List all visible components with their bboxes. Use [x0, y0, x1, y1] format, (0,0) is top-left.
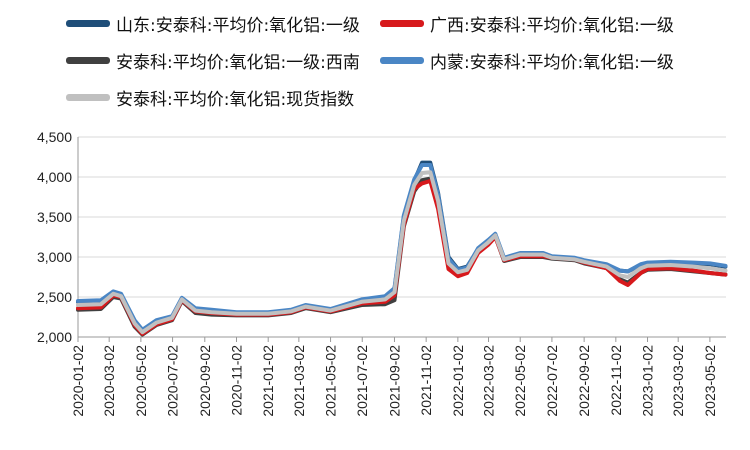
y-tick-label: 3,500: [37, 209, 72, 225]
x-tick-label: 2020-03-02: [101, 345, 117, 417]
legend-label-shandong: 山东:安泰科:平均价:氧化铝:一级: [116, 15, 360, 36]
y-tick-label: 4,000: [37, 169, 72, 185]
series-line-4: [76, 170, 728, 335]
x-tick-label: 2022-09-02: [576, 345, 592, 417]
x-tick-label: 2022-07-02: [544, 345, 560, 417]
x-tick-label: 2021-09-02: [386, 345, 402, 417]
legend-swatch-southwest: [66, 56, 110, 64]
x-tick-label: 2022-11-02: [608, 345, 624, 416]
legend-swatch-shandong: [66, 19, 110, 27]
legend-swatch-neimeng: [380, 56, 424, 64]
x-tick-label: 2021-01-02: [260, 345, 276, 417]
series-lines: [76, 160, 728, 337]
legend-item-southwest: 安泰科:平均价:氧化铝:一级:西南: [66, 45, 360, 75]
y-tick-labels: 2,000 2,500 3,000 3,500 4,000 4,500: [37, 129, 72, 345]
y-tick-label: 3,000: [37, 249, 72, 265]
legend-swatch-spot-index: [66, 93, 110, 101]
x-tick-label: 2023-05-02: [702, 345, 718, 417]
y-tick-label: 4,500: [37, 129, 72, 145]
x-tick-label: 2021-05-02: [323, 345, 339, 417]
legend-label-neimeng: 内蒙:安泰科:平均价:氧化铝:一级: [430, 52, 674, 73]
legend-label-guangxi: 广西:安泰科:平均价:氧化铝:一级: [430, 15, 674, 36]
legend-label-southwest: 安泰科:平均价:氧化铝:一级:西南: [116, 52, 360, 73]
x-tick-label: 2023-01-02: [640, 345, 656, 417]
legend-item-guangxi: 广西:安泰科:平均价:氧化铝:一级: [380, 8, 674, 38]
y-tick-label: 2,500: [37, 289, 72, 305]
x-tick-label: 2020-11-02: [228, 345, 244, 416]
legend-item-neimeng: 内蒙:安泰科:平均价:氧化铝:一级: [380, 45, 674, 75]
x-tick-label: 2022-01-02: [450, 345, 466, 417]
x-tick-label: 2022-03-02: [481, 345, 497, 417]
y-tick-label: 2,000: [37, 329, 72, 345]
legend-item-spot-index: 安泰科:平均价:氧化铝:现货指数: [66, 82, 354, 112]
x-tick-label: 2021-07-02: [354, 345, 370, 417]
legend-swatch-guangxi: [380, 19, 424, 27]
x-tick-label: 2020-01-02: [70, 345, 86, 417]
x-tick-label: 2021-11-02: [418, 345, 434, 416]
x-tick-label: 2023-03-02: [670, 345, 686, 417]
legend-label-spot-index: 安泰科:平均价:氧化铝:现货指数: [116, 89, 355, 110]
x-tick-label: 2020-05-02: [133, 345, 149, 417]
x-tick-label: 2021-03-02: [291, 345, 307, 417]
x-tick-labels: 2020-01-02 2020-03-02 2020-05-02 2020-07-02…: [70, 345, 718, 417]
x-tick-label: 2022-05-02: [512, 345, 528, 417]
x-tick-label: 2020-07-02: [165, 345, 181, 417]
legend-item-shandong: 山东:安泰科:平均价:氧化铝:一级: [66, 8, 360, 38]
x-tick-label: 2020-09-02: [197, 345, 213, 417]
